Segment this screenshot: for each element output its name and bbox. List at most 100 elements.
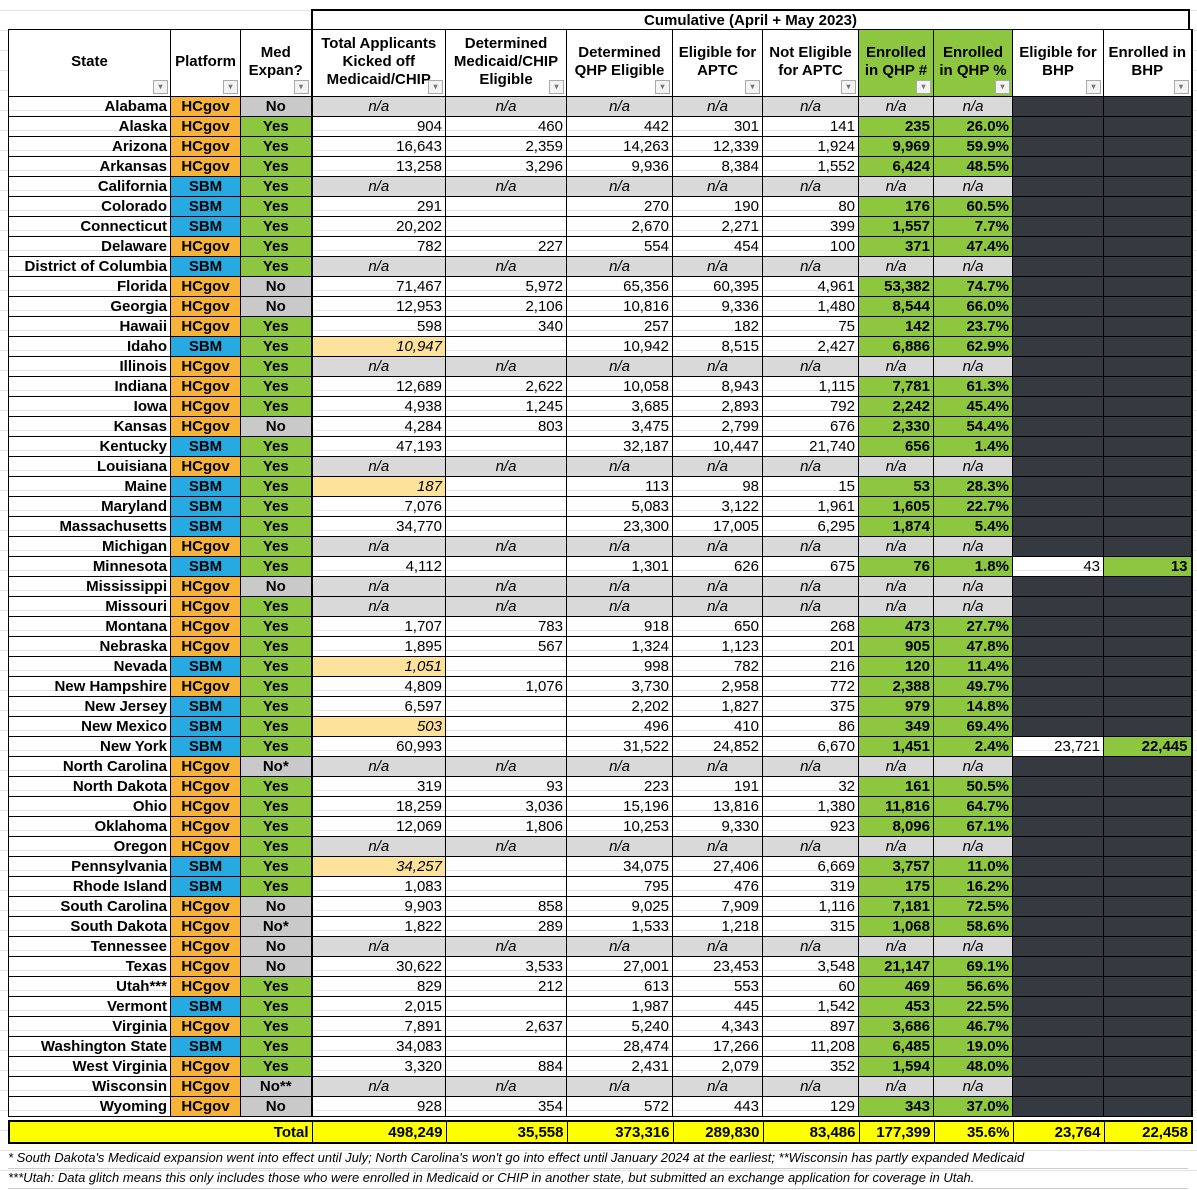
filter-dropdown-icon[interactable]: ▾ — [916, 80, 931, 94]
table-row: Iowa HCgov Yes 4,938 1,245 3,685 2,893 792 2,242… — [8, 396, 1193, 417]
cell-bhp-enrolled — [1103, 256, 1193, 277]
cell-not-aptc-eligible: 1,924 — [762, 136, 859, 157]
cell-enrolled-qhp-percent: 11.0% — [933, 856, 1013, 877]
cell-enrolled-qhp-percent: 54.4% — [933, 416, 1013, 437]
filter-dropdown-icon[interactable]: ▾ — [1173, 80, 1189, 94]
cell-bhp-enrolled — [1103, 96, 1193, 117]
cell-total-applicants: 4,809 — [310, 676, 446, 697]
cell-bhp-enrolled — [1103, 776, 1193, 797]
cell-total-applicants: 13,258 — [310, 156, 446, 177]
cell-platform: SBM — [170, 556, 241, 577]
cell-aptc-eligible: 2,958 — [672, 676, 763, 697]
cell-platform: HCgov — [170, 916, 241, 937]
cell-aptc-eligible: n/a — [672, 756, 763, 777]
cell-med-expansion: Yes — [240, 116, 312, 137]
cell-enrolled-qhp-percent: 69.4% — [933, 716, 1013, 737]
cell-platform: SBM — [170, 1036, 241, 1057]
cell-med-expansion: Yes — [240, 196, 312, 217]
cell-state: California — [8, 176, 171, 197]
cell-total-applicants: n/a — [310, 836, 446, 857]
cell-platform: SBM — [170, 516, 241, 537]
cell-medicaid-eligible — [445, 1036, 567, 1057]
cell-not-aptc-eligible: 1,380 — [762, 796, 859, 817]
cell-bhp-enrolled — [1103, 156, 1193, 177]
filter-dropdown-icon[interactable]: ▾ — [841, 80, 856, 94]
cell-platform: SBM — [170, 176, 241, 197]
cell-platform: SBM — [170, 216, 241, 237]
cell-bhp-enrolled — [1103, 436, 1193, 457]
cell-bhp-eligible — [1012, 216, 1104, 237]
cell-not-aptc-eligible: 216 — [762, 656, 859, 677]
cell-total-applicants: 4,112 — [310, 556, 446, 577]
filter-dropdown-icon[interactable]: ▾ — [153, 80, 168, 94]
cell-bhp-enrolled — [1103, 136, 1193, 157]
cell-med-expansion: No — [240, 1096, 312, 1117]
cell-qhp-eligible: 1,987 — [566, 996, 673, 1017]
cell-platform: HCgov — [170, 776, 241, 797]
filter-dropdown-icon[interactable]: ▾ — [655, 80, 670, 94]
cell-bhp-eligible — [1012, 196, 1104, 217]
cell-not-aptc-eligible: 315 — [762, 916, 859, 937]
table-row: Michigan HCgov Yes n/a n/a n/a n/a n/a n/a n/a — [8, 536, 1193, 557]
cell-enrolled-qhp-count: 1,605 — [858, 496, 934, 517]
cell-enrolled-qhp-count: 469 — [858, 976, 934, 997]
cell-bhp-eligible — [1012, 496, 1104, 517]
cell-not-aptc-eligible: 1,542 — [762, 996, 859, 1017]
cell-med-expansion: Yes — [240, 176, 312, 197]
cell-bhp-eligible — [1012, 576, 1104, 597]
filter-dropdown-icon[interactable]: ▾ — [428, 80, 443, 94]
cell-med-expansion: Yes — [240, 376, 312, 397]
filter-dropdown-icon[interactable]: ▾ — [745, 80, 760, 94]
table-row: Massachusetts SBM Yes 34,770 23,300 17,005 6,2… — [8, 516, 1193, 537]
cell-qhp-eligible: n/a — [566, 456, 673, 477]
cell-bhp-eligible — [1012, 1056, 1104, 1077]
filter-dropdown-icon[interactable]: ▾ — [223, 80, 238, 94]
group-header: Cumulative (April + May 2023) — [311, 9, 1190, 29]
cell-aptc-eligible: 182 — [672, 316, 763, 337]
cell-bhp-eligible — [1012, 376, 1104, 397]
column-header-medicaid-eligible: Determined Medicaid/CHIP Eligible ▾ — [445, 29, 567, 97]
cell-qhp-eligible: 10,253 — [566, 816, 673, 837]
cell-platform: HCgov — [170, 136, 241, 157]
column-header-label: Enrolled in QHP % — [939, 44, 1007, 79]
cell-bhp-enrolled — [1103, 616, 1193, 637]
filter-dropdown-icon[interactable]: ▾ — [293, 80, 309, 94]
cell-bhp-enrolled — [1103, 796, 1193, 817]
cell-aptc-eligible: 8,515 — [672, 336, 763, 357]
cell-platform: HCgov — [170, 376, 241, 397]
cell-medicaid-eligible: 460 — [445, 116, 567, 137]
cell-not-aptc-eligible: 6,670 — [762, 736, 859, 757]
cell-not-aptc-eligible: n/a — [762, 96, 859, 117]
filter-dropdown-icon[interactable]: ▾ — [1086, 80, 1101, 94]
cell-qhp-eligible: 613 — [566, 976, 673, 997]
cell-aptc-eligible: 4,343 — [672, 1016, 763, 1037]
filter-dropdown-icon[interactable]: ▾ — [995, 80, 1010, 94]
cell-bhp-eligible — [1012, 796, 1104, 817]
cell-enrolled-qhp-percent: 47.4% — [933, 236, 1013, 257]
cell-bhp-enrolled — [1103, 296, 1193, 317]
cell-medicaid-eligible: 567 — [445, 636, 567, 657]
cell-enrolled-qhp-percent: 60.5% — [933, 196, 1013, 217]
cell-state: West Virginia — [8, 1056, 171, 1077]
table-row: West Virginia HCgov Yes 3,320 884 2,431 2,079 3… — [8, 1056, 1193, 1077]
cell-bhp-eligible — [1012, 136, 1104, 157]
cell-qhp-eligible: n/a — [566, 256, 673, 277]
filter-dropdown-icon[interactable]: ▾ — [549, 80, 564, 94]
cell-platform: HCgov — [170, 1056, 241, 1077]
cell-platform: HCgov — [170, 1016, 241, 1037]
cell-enrolled-qhp-count: 235 — [858, 116, 934, 137]
cell-medicaid-eligible: 227 — [445, 236, 567, 257]
cell-not-aptc-eligible: n/a — [762, 576, 859, 597]
cell-bhp-eligible — [1012, 1076, 1104, 1097]
total-label: Total — [8, 1120, 313, 1144]
cell-enrolled-qhp-percent: 67.1% — [933, 816, 1013, 837]
cell-enrolled-qhp-percent: 61.3% — [933, 376, 1013, 397]
table-row: Rhode Island SBM Yes 1,083 795 476 319 175 16.2% — [8, 876, 1193, 897]
table-row: Alabama HCgov No n/a n/a n/a n/a n/a n/a n/a — [8, 96, 1193, 117]
table-row: Tennessee HCgov No n/a n/a n/a n/a n/a n/a n/a — [8, 936, 1193, 957]
cell-bhp-eligible — [1012, 676, 1104, 697]
cell-aptc-eligible: 553 — [672, 976, 763, 997]
cell-platform: HCgov — [170, 396, 241, 417]
cell-not-aptc-eligible: 399 — [762, 216, 859, 237]
cell-not-aptc-eligible: 21,740 — [762, 436, 859, 457]
